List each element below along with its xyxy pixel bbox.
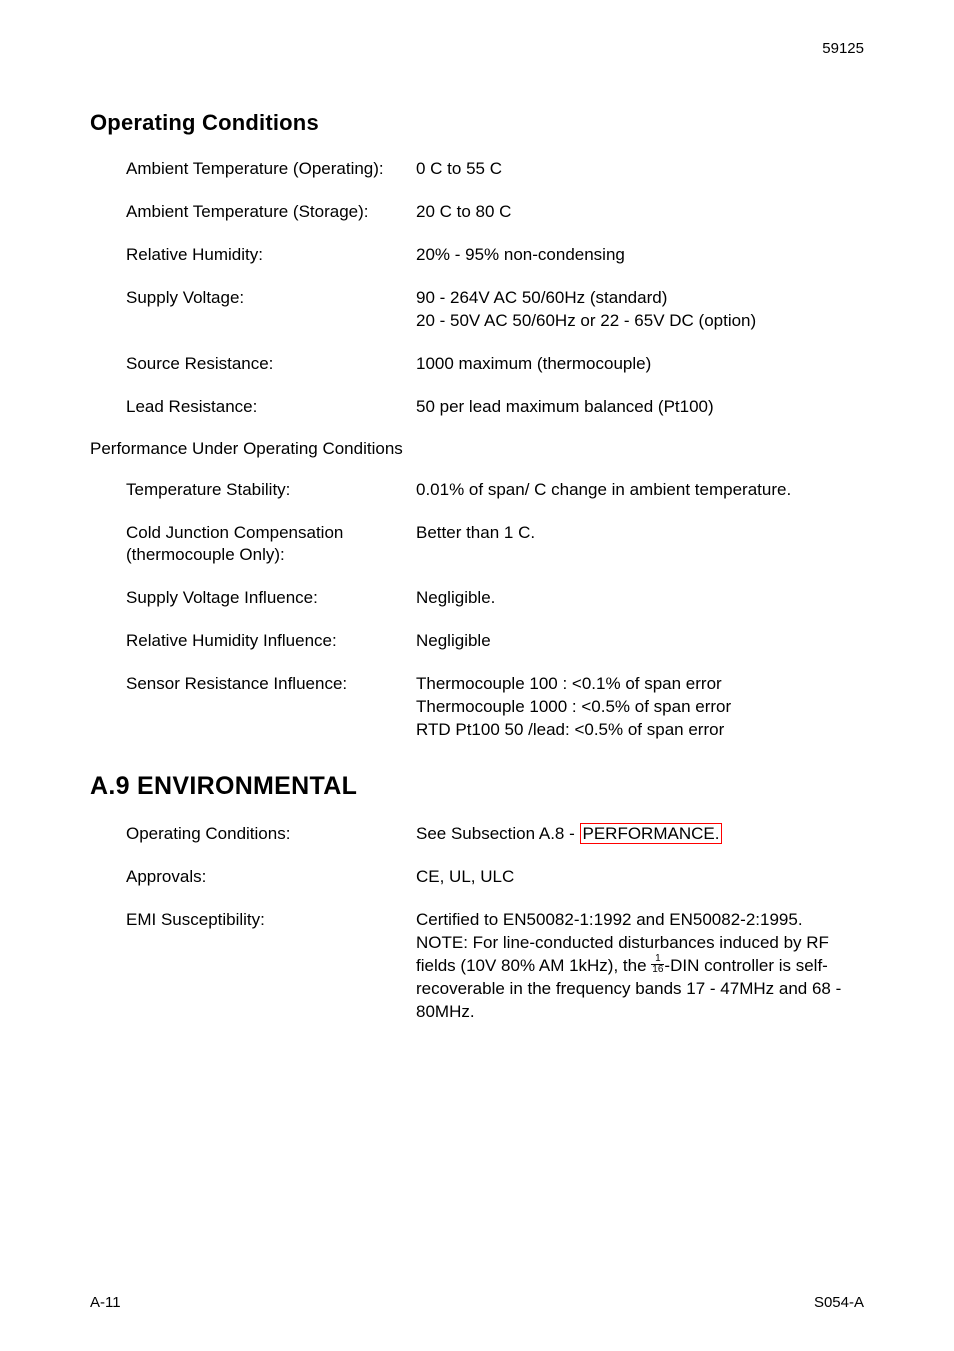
fraction-den: 16 [651, 965, 664, 975]
spec-label: EMI Susceptibility: [126, 909, 416, 1024]
environmental-heading: A.9 ENVIRONMENTAL [90, 772, 864, 801]
spec-row: Supply Voltage Influence: Negligible. [126, 587, 864, 610]
spec-row: Relative Humidity Influence: Negligible [126, 630, 864, 653]
spec-row: Sensor Resistance Influence: Thermocoupl… [126, 673, 864, 742]
spec-label: Ambient Temperature (Operating): [126, 158, 416, 181]
spec-value: 0.01% of span/ C change in ambient tempe… [416, 479, 864, 502]
spec-row: Ambient Temperature (Storage): 20 C to 8… [126, 201, 864, 224]
spec-row: Lead Resistance: 50 per lead maximum bal… [126, 396, 864, 419]
spec-row: Relative Humidity: 20% - 95% non-condens… [126, 244, 864, 267]
spec-row: Approvals: CE, UL, ULC [126, 866, 864, 889]
spec-label: Sensor Resistance Influence: [126, 673, 416, 742]
spec-label: Relative Humidity: [126, 244, 416, 267]
spec-label: Cold Junction Compensation (thermocouple… [126, 522, 416, 568]
spec-label: Operating Conditions: [126, 823, 416, 846]
spec-value: 20 C to 80 C [416, 201, 864, 224]
spec-value: Better than 1 C. [416, 522, 864, 568]
spec-row: Operating Conditions: See Subsection A.8… [126, 823, 864, 846]
performance-heading: Performance Under Operating Conditions [90, 439, 864, 459]
spec-label: Lead Resistance: [126, 396, 416, 419]
spec-row: Temperature Stability: 0.01% of span/ C … [126, 479, 864, 502]
spec-row: Source Resistance: 1000 maximum (thermoc… [126, 353, 864, 376]
spec-label: Source Resistance: [126, 353, 416, 376]
performance-link[interactable]: PERFORMANCE. [580, 823, 723, 844]
spec-value: Negligible. [416, 587, 864, 610]
spec-value: 1000 maximum (thermocouple) [416, 353, 864, 376]
spec-label: Supply Voltage Influence: [126, 587, 416, 610]
spec-label: Approvals: [126, 866, 416, 889]
footer-left: A-11 [90, 1294, 121, 1311]
spec-value: CE, UL, ULC [416, 866, 864, 889]
operating-conditions-heading: Operating Conditions [90, 110, 864, 136]
spec-label: Relative Humidity Influence: [126, 630, 416, 653]
spec-row: Cold Junction Compensation (thermocouple… [126, 522, 864, 568]
spec-label: Temperature Stability: [126, 479, 416, 502]
spec-label: Ambient Temperature (Storage): [126, 201, 416, 224]
spec-row: Supply Voltage: 90 - 264V AC 50/60Hz (st… [126, 287, 864, 333]
spec-row: EMI Susceptibility: Certified to EN50082… [126, 909, 864, 1024]
spec-value: 0 C to 55 C [416, 158, 864, 181]
spec-value: Negligible [416, 630, 864, 653]
main-content: Operating Conditions Ambient Temperature… [90, 110, 864, 1024]
spec-value-prefix: See Subsection A.8 - [416, 824, 580, 843]
fraction-icon: 116 [651, 954, 664, 975]
footer-right: S054-A [814, 1294, 864, 1311]
spec-value: Thermocouple 100 : <0.1% of span errorTh… [416, 673, 864, 742]
emi-line1: Certified to EN50082-1:1992 and EN50082-… [416, 910, 803, 929]
page-number-top: 59125 [822, 40, 864, 57]
spec-value: Certified to EN50082-1:1992 and EN50082-… [416, 909, 864, 1024]
spec-value: See Subsection A.8 - PERFORMANCE. [416, 823, 864, 846]
spec-row: Ambient Temperature (Operating): 0 C to … [126, 158, 864, 181]
spec-label: Supply Voltage: [126, 287, 416, 333]
spec-value: 20% - 95% non-condensing [416, 244, 864, 267]
spec-value: 50 per lead maximum balanced (Pt100) [416, 396, 864, 419]
footer: A-11 S054-A [90, 1294, 864, 1311]
spec-value: 90 - 264V AC 50/60Hz (standard)20 - 50V … [416, 287, 864, 333]
